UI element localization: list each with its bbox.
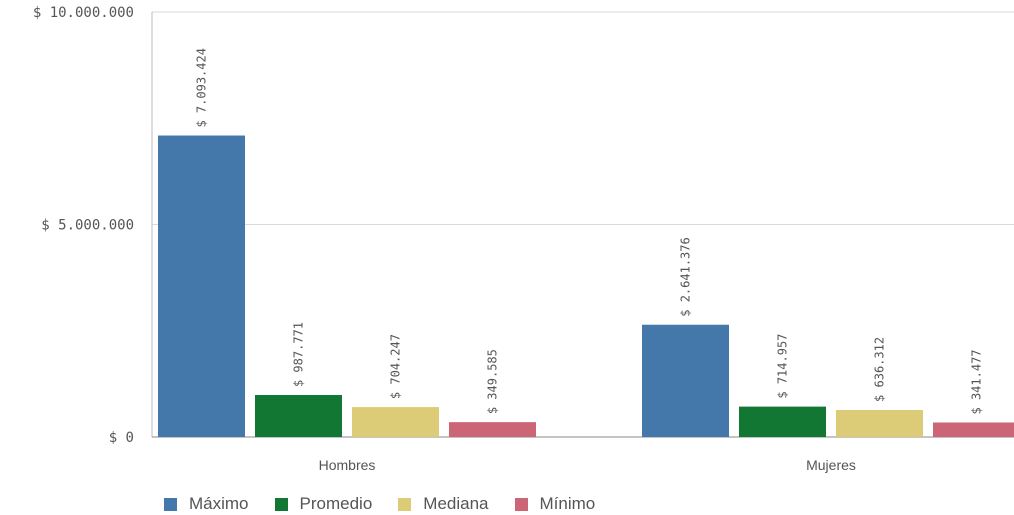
bar-chart: $ 0 $ 5.000.000 $ 10.000.000 $ 7.093.424 $ 9… bbox=[33, 5, 1014, 473]
data-label: $ 341.477 bbox=[970, 349, 984, 414]
legend-item[interactable]: Mínimo bbox=[514, 494, 596, 514]
data-label: $ 987.771 bbox=[292, 322, 306, 387]
legend-swatch bbox=[274, 497, 288, 511]
legend-swatch bbox=[514, 497, 528, 511]
data-label: $ 636.312 bbox=[873, 337, 887, 402]
y-tick-label: $ 10.000.000 bbox=[33, 5, 134, 21]
bar bbox=[449, 422, 536, 437]
legend-item[interactable]: Máximo bbox=[164, 494, 249, 514]
bar bbox=[933, 422, 1014, 437]
legend-label: Máximo bbox=[189, 494, 249, 513]
data-label: $ 704.247 bbox=[389, 334, 403, 399]
bar bbox=[158, 135, 245, 437]
data-label: $ 714.957 bbox=[776, 334, 790, 399]
bar bbox=[739, 406, 826, 437]
bar bbox=[352, 407, 439, 437]
legend-label: Promedio bbox=[299, 494, 373, 513]
legend-swatch bbox=[398, 497, 412, 511]
y-tick-label: $ 0 bbox=[109, 430, 134, 446]
legend-item[interactable]: Mediana bbox=[398, 494, 489, 514]
x-category-label: Hombres bbox=[319, 457, 376, 473]
legend-item[interactable]: Promedio bbox=[274, 494, 373, 514]
legend-swatch bbox=[164, 497, 177, 511]
bar bbox=[642, 324, 729, 437]
data-label: $ 349.585 bbox=[486, 349, 500, 414]
bar bbox=[255, 395, 342, 437]
legend-label: Mediana bbox=[423, 494, 489, 513]
legend-label: Mínimo bbox=[539, 494, 596, 513]
data-label: $ 2.641.376 bbox=[679, 237, 693, 316]
x-category-label: Mujeres bbox=[806, 457, 856, 473]
y-tick-label: $ 5.000.000 bbox=[41, 218, 134, 234]
data-label: $ 7.093.424 bbox=[195, 48, 209, 127]
bar bbox=[836, 409, 923, 437]
chart-legend: Máximo Promedio Mediana Mínimo bbox=[164, 494, 621, 514]
